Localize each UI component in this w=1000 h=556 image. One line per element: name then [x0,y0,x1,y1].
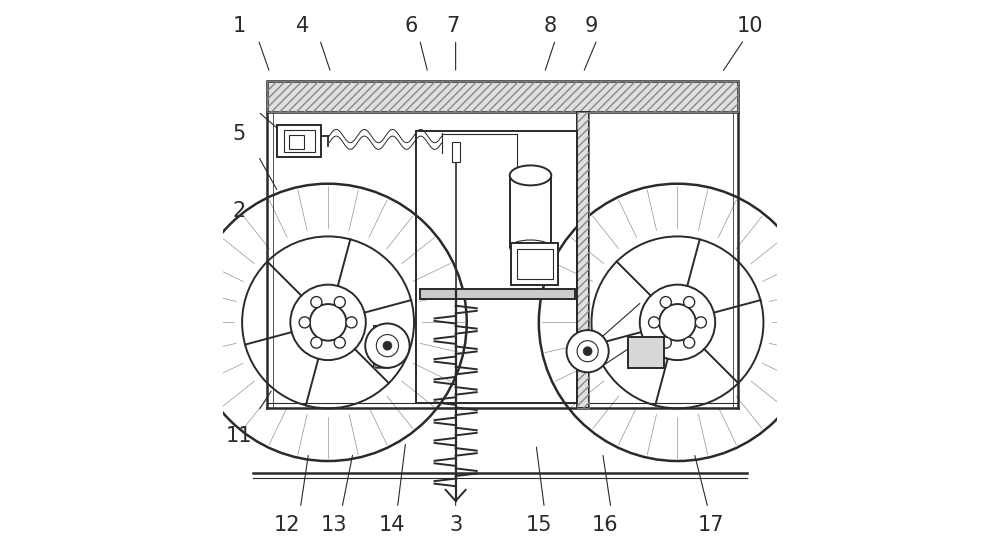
Text: 17: 17 [698,515,724,535]
Circle shape [365,324,410,368]
Circle shape [660,337,671,348]
Text: 3: 3 [449,515,462,535]
Circle shape [334,296,345,307]
Circle shape [659,304,696,341]
Bar [374,326,389,368]
Text: 5: 5 [233,124,246,144]
Bar [510,175,551,247]
Ellipse shape [510,166,551,185]
Bar [277,125,321,157]
Text: 8: 8 [543,16,556,36]
Circle shape [189,183,467,461]
Bar [289,135,304,150]
Circle shape [311,337,322,348]
Circle shape [640,285,715,360]
Text: 4: 4 [296,16,310,36]
Bar [628,337,664,368]
Bar [284,131,315,152]
Bar [374,326,389,368]
Circle shape [346,317,357,328]
Circle shape [334,337,345,348]
Bar [517,249,553,279]
Circle shape [290,285,366,360]
Circle shape [684,296,695,307]
Bar [577,112,589,408]
Text: 14: 14 [379,515,405,535]
Circle shape [376,335,399,357]
Text: 1: 1 [233,16,246,36]
Circle shape [383,341,392,350]
Circle shape [299,317,310,328]
Bar [267,81,738,112]
Circle shape [684,337,695,348]
Text: 16: 16 [592,515,619,535]
Text: 11: 11 [226,426,253,446]
Text: 10: 10 [736,16,763,36]
Bar [416,131,577,403]
Circle shape [567,330,609,373]
Bar [452,142,460,162]
Text: 15: 15 [526,515,552,535]
Text: 13: 13 [320,515,347,535]
Bar [577,112,589,408]
Circle shape [583,347,592,356]
Text: 7: 7 [446,16,459,36]
Circle shape [577,341,598,362]
Circle shape [695,317,706,328]
Text: 9: 9 [585,16,598,36]
Circle shape [311,296,322,307]
Circle shape [310,304,346,341]
Text: 6: 6 [405,16,418,36]
Circle shape [660,296,671,307]
Bar [267,81,738,112]
Circle shape [539,183,816,461]
Bar [511,243,558,285]
Circle shape [649,317,660,328]
Bar [420,289,575,299]
Text: 2: 2 [233,201,246,221]
Text: 12: 12 [273,515,300,535]
